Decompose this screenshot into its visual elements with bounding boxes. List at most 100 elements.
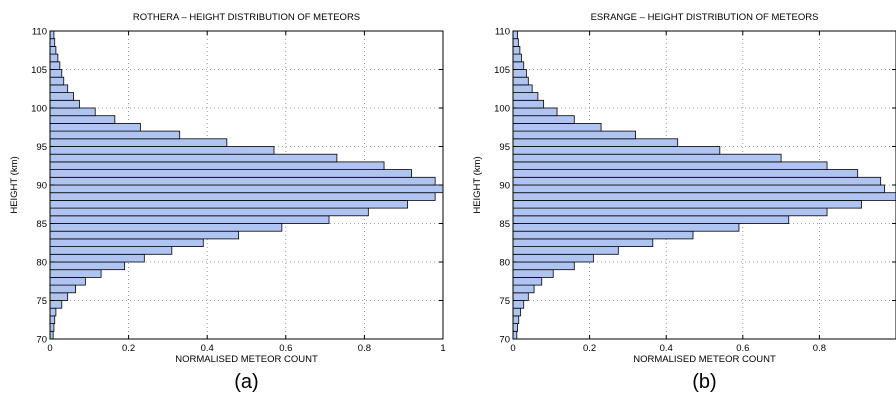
bar — [49, 76, 65, 86]
bar — [49, 107, 96, 117]
bar — [49, 238, 204, 247]
bar — [512, 46, 521, 55]
chart-panel-b: 0 0.2 0.4 0.6 0.8 70 75 80 85 90 95 100 105 110 ESRANG… — [472, 12, 896, 393]
y-tick-label: 70 — [36, 335, 47, 346]
bar — [49, 99, 80, 109]
bar — [49, 199, 409, 209]
bar — [512, 169, 859, 178]
y-tick-label: 90 — [499, 181, 510, 192]
bar — [512, 99, 545, 109]
bar — [49, 292, 69, 301]
y-tick-label: 90 — [36, 181, 47, 192]
y-axis-label: HEIGHT (km) — [9, 156, 20, 213]
x-tick-label: 0.6 — [736, 343, 749, 354]
bar — [49, 169, 412, 178]
bar — [49, 284, 76, 294]
chart-title: ESRANGE – HEIGHT DISTRIBUTION OF METEORS — [591, 12, 819, 23]
bar — [512, 161, 828, 170]
y-tick-label: 110 — [32, 27, 47, 38]
bar — [49, 315, 56, 324]
y-tick-label: 85 — [36, 219, 47, 230]
y-tick-label: 85 — [499, 219, 510, 230]
bar — [512, 261, 575, 271]
bar — [512, 107, 558, 117]
bar — [512, 30, 518, 40]
bar — [512, 69, 527, 78]
y-tick-label: 75 — [36, 296, 47, 307]
x-tick-label: 0.2 — [122, 343, 135, 354]
bar — [512, 115, 575, 124]
x-axis-label: NORMALISED METEOR COUNT — [633, 354, 776, 365]
bar — [49, 253, 145, 263]
x-tick-label: 0 — [510, 343, 515, 354]
bar — [512, 284, 535, 294]
bar — [512, 330, 518, 340]
bar — [49, 84, 69, 94]
y-tick-label: 80 — [499, 258, 510, 269]
y-tick-label: 80 — [36, 258, 47, 269]
bar — [49, 300, 63, 309]
bar — [512, 192, 896, 201]
bar — [512, 315, 520, 324]
x-tick-label: 0.4 — [660, 343, 673, 354]
bar — [49, 192, 436, 201]
bar — [49, 215, 330, 224]
panel-label: (a) — [234, 371, 258, 393]
y-tick-label: 110 — [495, 27, 510, 38]
bar — [512, 230, 694, 240]
bar — [49, 30, 55, 40]
bar — [49, 115, 116, 124]
x-axis-label: NORMALISED METEOR COUNT — [175, 354, 318, 365]
bar — [49, 123, 141, 132]
bar — [49, 207, 369, 217]
chart-title: ROTHERA – HEIGHT DISTRIBUTION OF METEORS — [133, 12, 360, 23]
bar — [512, 253, 594, 263]
bar — [49, 269, 102, 278]
bar — [49, 246, 173, 255]
panel-label: (b) — [692, 371, 716, 393]
bar — [512, 76, 529, 86]
y-axis-label: HEIGHT (km) — [472, 156, 483, 213]
x-tick-label: 0.2 — [583, 343, 596, 354]
y-tick-label: 95 — [499, 142, 510, 153]
bar — [512, 176, 882, 186]
bar — [49, 69, 63, 78]
bar — [512, 199, 862, 209]
bar — [49, 146, 275, 155]
bar — [512, 269, 554, 278]
bar — [512, 146, 721, 155]
y-tick-label: 95 — [36, 142, 47, 153]
bar — [512, 223, 740, 232]
bar — [512, 276, 543, 286]
bar — [512, 323, 518, 332]
bar — [49, 92, 74, 101]
y-tick-label: 75 — [499, 296, 510, 307]
bar — [49, 276, 86, 286]
x-tick-label: 0 — [47, 343, 52, 354]
bar — [49, 184, 444, 194]
bar — [512, 300, 525, 309]
bar — [512, 238, 654, 247]
bar — [512, 215, 790, 224]
bar — [49, 138, 228, 147]
bar — [512, 38, 519, 47]
bar — [512, 246, 619, 255]
bar — [49, 230, 240, 240]
bar — [512, 184, 885, 194]
bar — [512, 130, 636, 140]
x-tick-label: 1 — [440, 343, 445, 354]
bar — [49, 153, 338, 163]
bar — [512, 153, 782, 163]
bar — [512, 292, 529, 301]
x-tick-label: 0.6 — [279, 343, 292, 354]
y-tick-label: 100 — [31, 104, 47, 115]
bar — [49, 61, 61, 70]
bar — [512, 123, 602, 132]
chart-panel-a: 0 0.2 0.4 0.6 0.8 1 70 75 80 85 90 95 100 105 110 ROTHE… — [9, 12, 446, 393]
bar — [49, 46, 57, 55]
bar — [49, 323, 55, 332]
bar — [49, 307, 57, 317]
bar — [512, 207, 828, 217]
bar — [512, 92, 539, 101]
bar — [49, 53, 59, 63]
